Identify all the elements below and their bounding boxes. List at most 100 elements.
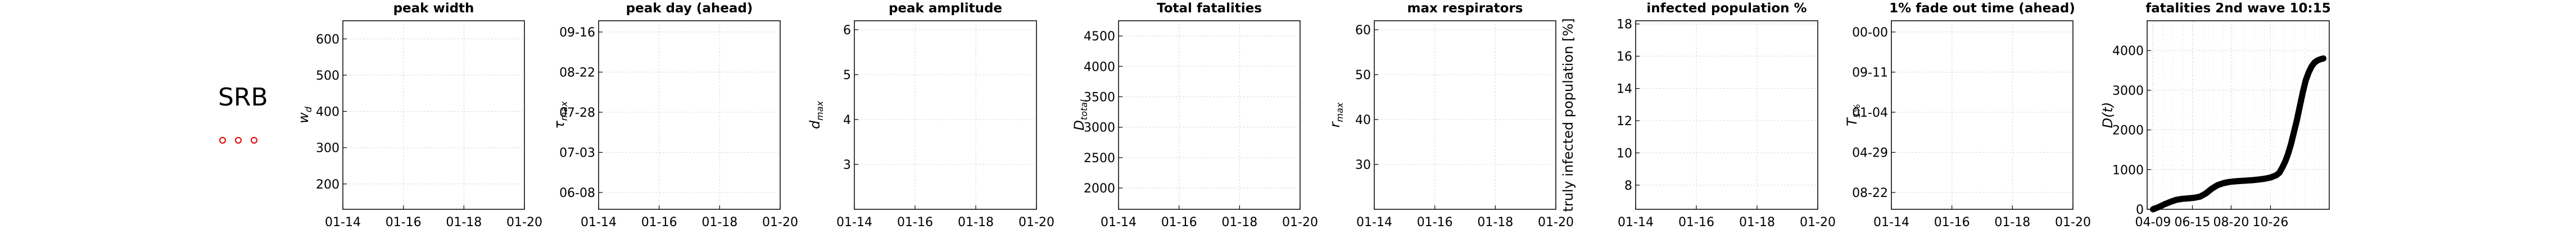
tick-label-x: 01-16 <box>641 215 677 230</box>
plot-frame <box>854 20 1037 210</box>
tick-label-y: 400 <box>316 105 339 120</box>
tick-label-y: 2000 <box>2112 124 2144 138</box>
marker-dot-0 <box>219 137 226 144</box>
tick-label-y: 08-22 <box>1852 186 1888 200</box>
axis-label-y: D(t) <box>2100 102 2116 129</box>
marker-legend <box>219 137 257 144</box>
tick-label-x: 01-18 <box>958 215 994 230</box>
marker-dot-1 <box>235 137 242 144</box>
plot-frame <box>598 20 781 210</box>
tick-label-x: 01-14 <box>1873 215 1909 230</box>
tick-label-y: 8 <box>1624 179 1632 193</box>
tick-label-y: 00-00 <box>1852 26 1888 40</box>
plot-frame <box>1374 20 1556 210</box>
tick-label-x: 01-20 <box>1538 215 1574 230</box>
chart-title: peak width <box>393 1 474 16</box>
tick-label-y: 4000 <box>1084 60 1115 74</box>
chart-panel-6: 1% fade out time (ahead) 08-22 04-29 01-04 0… <box>1844 1 2091 230</box>
tick-label-y: 14 <box>1617 82 1632 97</box>
tick-label-x: 01-18 <box>1739 215 1775 230</box>
tick-label-y: 4 <box>843 113 851 127</box>
tick-label-x: 01-18 <box>1994 215 2030 230</box>
tick-label-x: 01-18 <box>1221 215 1257 230</box>
tick-label-y: 07-03 <box>559 146 595 160</box>
axis-label-y: Dtotal <box>1071 99 1089 131</box>
tick-label-y: 4500 <box>1084 30 1115 44</box>
tick-label-y: 500 <box>316 69 339 83</box>
chart-panel-0: peak width 200 300 400 500 600 01-14 01-16 01-18… <box>296 1 542 230</box>
axis-label-y: τmax <box>551 101 569 129</box>
axis-label-y: dmax <box>807 100 825 129</box>
tick-label-x: 01-18 <box>1477 215 1513 230</box>
tick-label-y: 1000 <box>2112 163 2144 177</box>
tick-label-y: 18 <box>1617 18 1632 32</box>
tick-label-y: 2000 <box>1084 182 1115 196</box>
tick-label-y: 3500 <box>1084 90 1115 104</box>
chart-title: max respirators <box>1407 1 1523 16</box>
tick-label-x: 01-18 <box>701 215 737 230</box>
tick-label-y: 50 <box>1355 68 1371 82</box>
tick-label-x: 01-18 <box>446 215 482 230</box>
axis-label-y: T1% <box>1844 104 1862 126</box>
tick-label-x: 01-14 <box>325 215 361 230</box>
tick-label-x: 01-14 <box>836 215 872 230</box>
tick-label-x: 01-14 <box>1101 215 1137 230</box>
chart-title: infected population % <box>1646 1 1807 16</box>
marker-dot-2 <box>251 137 257 144</box>
tick-label-x: 01-20 <box>1800 215 1836 230</box>
plot-frame <box>1891 20 2074 210</box>
tick-label-y: 09-16 <box>559 26 595 40</box>
tick-label-x: 06-15 <box>2175 215 2211 230</box>
tick-label-y: 04-29 <box>1852 146 1888 160</box>
tick-label-y: 2500 <box>1084 152 1115 166</box>
tick-label-y: 09-11 <box>1852 66 1888 80</box>
tick-label-y: 60 <box>1355 24 1371 38</box>
tick-label-y: 16 <box>1617 50 1632 64</box>
tick-label-y: 40 <box>1355 113 1371 127</box>
series-line-0 <box>2150 55 2326 213</box>
axis-label-y: wd <box>296 106 314 123</box>
plot-frame <box>1635 20 1818 210</box>
chart-panel-2: peak amplitude 3 4 5 6 01-14 01-16 01-18 01-20 dm… <box>807 1 1054 230</box>
country-label: SRB <box>218 83 268 112</box>
tick-label-y: 300 <box>316 141 339 155</box>
chart-panel-3: Total fatalities 2000 2500 3000 3500 4000 4500… <box>1071 1 1318 230</box>
tick-label-y: 01-04 <box>1852 106 1888 120</box>
tick-label-x: 01-20 <box>2055 215 2091 230</box>
tick-label-x: 01-20 <box>1282 215 1318 230</box>
tick-label-x: 01-20 <box>762 215 798 230</box>
tick-label-x: 01-16 <box>386 215 422 230</box>
tick-label-x: 10-26 <box>2253 215 2289 230</box>
tick-label-y: 10 <box>1617 146 1632 160</box>
tick-label-x: 01-16 <box>1161 215 1197 230</box>
tick-label-y: 3000 <box>1084 121 1115 135</box>
plot-frame <box>342 20 525 210</box>
chart-panel-4: max respirators 30 40 50 60 01-14 01-16 01-18 01… <box>1327 1 1574 230</box>
tick-label-y: 12 <box>1617 114 1632 129</box>
chart-title: peak amplitude <box>889 1 1002 16</box>
chart-panel-1: peak day (ahead) 06-08 07-03 07-28 08-22 09-1… <box>551 1 798 230</box>
tick-label-x: 01-16 <box>1934 215 1970 230</box>
tick-label-x: 01-20 <box>506 215 542 230</box>
tick-label-y: 30 <box>1355 158 1371 172</box>
chart-panel-7: fatalities 2nd wave 10:15 0 1000 2000 3000 40… <box>2100 1 2331 230</box>
tick-label-x: 01-16 <box>1417 215 1453 230</box>
chart-title: 1% fade out time (ahead) <box>1889 1 2075 16</box>
tick-label-y: 200 <box>316 178 339 192</box>
tick-label-y: 3 <box>843 158 851 172</box>
tick-label-y: 06-08 <box>559 186 595 200</box>
tick-label-y: 3000 <box>2112 84 2144 98</box>
chart-title: fatalities 2nd wave 10:15 <box>2145 1 2330 16</box>
tick-label-y: 5 <box>843 68 851 82</box>
tick-label-y: 4000 <box>2112 44 2144 58</box>
chart-panel-5: infected population % 8 10 12 14 16 18 01-14 01-… <box>1560 1 1836 230</box>
plot-frame <box>2147 20 2330 210</box>
tick-label-y: 0 <box>2136 203 2144 217</box>
tick-label-x: 01-14 <box>581 215 617 230</box>
tick-label-y: 600 <box>316 33 339 47</box>
tick-label-x: 04-09 <box>2135 215 2171 230</box>
chart-title: Total fatalities <box>1157 1 1262 16</box>
tick-label-x: 01-20 <box>1018 215 1054 230</box>
axis-label-y: truly infected population [%] <box>1560 18 1576 212</box>
